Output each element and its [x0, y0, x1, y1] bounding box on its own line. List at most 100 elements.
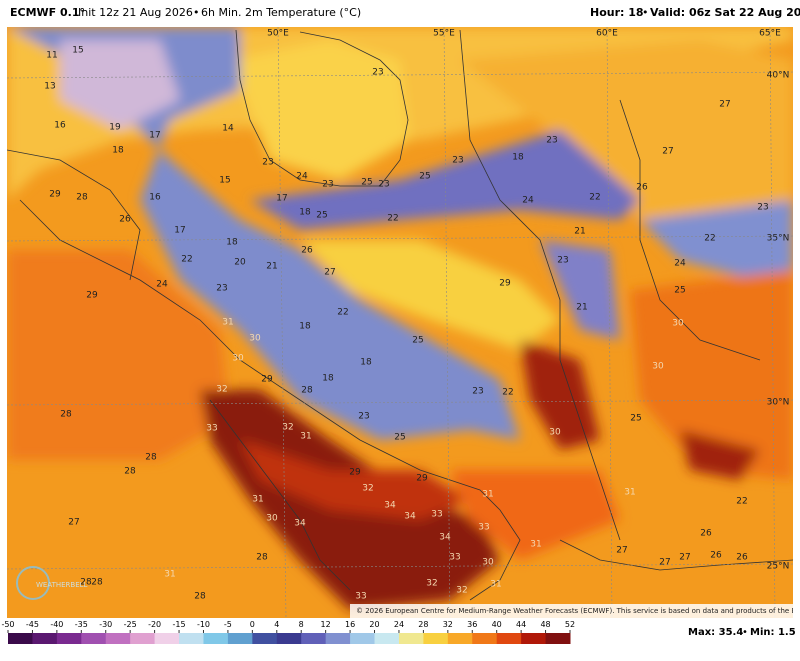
grid-label: 35°N [767, 234, 790, 244]
grid-label: 50°E [267, 29, 289, 39]
temperature-labels: 11 15 13 16 19 17 18 14 23 15 24 23 25 23 25 23 23 18 23 27… [44, 46, 768, 602]
temperature-label: 18 [226, 238, 238, 248]
colorbar-tick-label: 0 [250, 620, 255, 629]
colorbar-segment [447, 633, 473, 644]
colorbar-tick-label: -15 [173, 620, 186, 629]
temperature-label: 29 [499, 279, 511, 289]
copyright-box [350, 604, 793, 618]
colorbar-tick-label: 28 [418, 620, 428, 629]
temperature-label: 25 [630, 414, 641, 424]
colorbar-tick-label: 36 [467, 620, 477, 629]
colorbar-tick-label: -35 [75, 620, 88, 629]
temperature-label: 30 [672, 319, 684, 329]
temperature-label: 33 [478, 523, 489, 533]
temperature-label: 32 [456, 586, 467, 596]
temperature-label: 31 [624, 488, 635, 498]
colorbar-tick-label: 12 [321, 620, 331, 629]
colorbar-tick-label: 20 [369, 620, 379, 629]
colorbar-segment [203, 633, 229, 644]
temperature-label: 13 [44, 82, 55, 92]
temperature-label: 25 [361, 178, 372, 188]
model: ECMWF 0.1° [10, 6, 85, 19]
colorbar-tick-label: -45 [26, 620, 39, 629]
temperature-label: 19 [109, 123, 121, 133]
grid-label: 55°E [433, 29, 455, 39]
temperature-label: 31 [300, 432, 311, 442]
colorbar-segment [350, 633, 376, 644]
colorbar-tick-label: 40 [492, 620, 502, 629]
temperature-label: 21 [574, 227, 585, 237]
temperature-label: 21 [576, 303, 587, 313]
temperature-label: 25 [412, 336, 423, 346]
temperature-label: 30 [232, 354, 244, 364]
temperature-label: 28 [80, 578, 92, 588]
separator: • [193, 6, 200, 19]
colorbar-segment [374, 633, 400, 644]
temperature-label: 27 [662, 147, 673, 157]
colorbar-segment [496, 633, 522, 644]
colorbar-tick-label: -40 [50, 620, 63, 629]
temperature-label: 23 [216, 284, 227, 294]
colorbar-segment [521, 633, 547, 644]
temperature-label: 18 [112, 146, 124, 156]
colorbar-segment [32, 633, 58, 644]
colorbar-tick-label: -30 [99, 620, 112, 629]
logo: WEATHERBELL [36, 581, 88, 589]
temperature-label: 23 [378, 180, 389, 190]
header: ECMWF 0.1° Init 12z 21 Aug 2026 • 6h Min… [10, 6, 800, 19]
temperature-label: 22 [387, 214, 398, 224]
hour: Hour: 18 [590, 6, 644, 19]
colorbar-tick-label: 24 [394, 620, 404, 629]
colorbar-segment [423, 633, 449, 644]
colorbar-segment [252, 633, 278, 644]
temperature-label: 22 [181, 255, 192, 265]
separator: • [742, 627, 748, 638]
temperature-label: 16 [54, 121, 66, 131]
temperature-label: 23 [757, 203, 768, 213]
temperature-label: 26 [119, 215, 131, 225]
colorbar-tick-label: -10 [197, 620, 210, 629]
temperature-label: 22 [736, 497, 747, 507]
temperature-label: 26 [636, 183, 648, 193]
temperature-label: 33 [206, 424, 217, 434]
colorbar-tick-label: 16 [345, 620, 355, 629]
temperature-label: 29 [416, 474, 428, 484]
temperature-label: 30 [249, 334, 261, 344]
temperature-label: 23 [557, 256, 568, 266]
temperature-label: 11 [46, 51, 57, 61]
colorbar-tick-label: -25 [124, 620, 137, 629]
product: 6h Min. 2m Temperature (°C) [201, 6, 361, 19]
temperature-label: 28 [256, 553, 268, 563]
temperature-label: 18 [360, 358, 372, 368]
temperature-label: 23 [546, 136, 557, 146]
colorbar-segment [154, 633, 180, 644]
temperature-label: 27 [324, 268, 335, 278]
temperature-label: 24 [156, 280, 168, 290]
temperature-label: 34 [404, 512, 416, 522]
temperature-label: 25 [394, 433, 405, 443]
colorbar-tick-label: 52 [565, 620, 575, 629]
temperature-label: 30 [266, 514, 278, 524]
temperature-label: 23 [358, 412, 369, 422]
colorbar-tick-label: 32 [443, 620, 453, 629]
temperature-label: 24 [674, 259, 686, 269]
temperature-label: 18 [299, 208, 311, 218]
colorbar-segment [179, 633, 204, 644]
temperature-label: 32 [282, 423, 293, 433]
temperature-label: 27 [68, 518, 79, 528]
logo-mark [16, 566, 50, 600]
temperature-label: 26 [736, 553, 748, 563]
temperature-label: 34 [384, 501, 396, 511]
temperature-label: 27 [679, 553, 690, 563]
temperature-label: 15 [72, 46, 83, 56]
temperature-label: 23 [472, 387, 483, 397]
temperature-label: 26 [301, 246, 313, 256]
grid-label: 30°N [767, 398, 790, 408]
temperature-label: 31 [530, 540, 541, 550]
temperature-label: 23 [262, 158, 273, 168]
temperature-label: 26 [710, 551, 722, 561]
temperature-label: 32 [426, 579, 437, 589]
min: Min: 1.5 [750, 627, 796, 638]
temperature-label: 34 [439, 533, 451, 543]
